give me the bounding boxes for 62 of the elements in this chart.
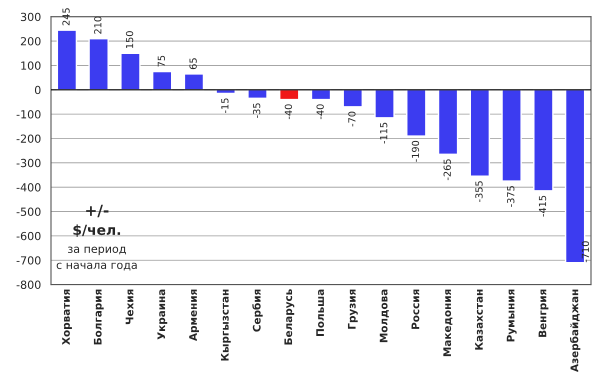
y-tick-label: -100 xyxy=(16,110,41,119)
data-label: -355 xyxy=(475,181,483,202)
data-label: 150 xyxy=(126,31,134,48)
x-tick-label: Грузия xyxy=(348,290,358,329)
y-tick-label: -500 xyxy=(16,208,41,216)
data-label: -375 xyxy=(507,186,514,207)
x-tick-label: Кыргызстан xyxy=(220,290,231,361)
annotation: $/чел. xyxy=(73,224,120,237)
annotation: за период xyxy=(68,246,126,256)
bar xyxy=(438,89,458,156)
data-label: -115 xyxy=(380,122,388,144)
annotation: с начала года xyxy=(56,262,137,270)
x-tick-label: Армения xyxy=(189,290,199,341)
bar xyxy=(406,89,427,137)
y-tick-label: -800 xyxy=(16,280,41,289)
bar xyxy=(88,38,109,90)
y-tick-label: -200 xyxy=(16,134,41,143)
x-tick-label: Сербия xyxy=(252,290,263,332)
data-label: 65 xyxy=(189,58,197,70)
y-tick-label: 300 xyxy=(20,12,41,22)
bar xyxy=(342,89,363,108)
bar xyxy=(152,70,172,90)
data-label: -70 xyxy=(348,112,356,126)
data-label: -40 xyxy=(284,104,292,120)
data-label: 210 xyxy=(94,16,102,34)
bar xyxy=(56,29,78,90)
bar xyxy=(120,52,141,90)
annotation: +/- xyxy=(86,204,108,218)
x-tick-label: Казахстан xyxy=(475,290,483,350)
y-tick-label: -400 xyxy=(16,183,41,192)
data-label: -40 xyxy=(316,104,324,120)
x-tick-label: Польша xyxy=(316,290,324,336)
y-tick-label: -700 xyxy=(16,256,41,265)
data-label: -190 xyxy=(412,140,420,162)
data-label: -15 xyxy=(221,98,229,114)
x-tick-label: Венгрия xyxy=(538,290,548,337)
data-label: -35 xyxy=(252,103,260,118)
bar xyxy=(533,89,554,192)
x-tick-label: Беларусь xyxy=(284,289,294,344)
x-tick-label: Россия xyxy=(412,290,420,329)
x-tick-label: Македония xyxy=(443,290,452,356)
y-tick-label: 100 xyxy=(21,61,41,70)
bar xyxy=(184,73,204,90)
data-label: 75 xyxy=(158,56,165,67)
x-tick-label: Хорватия xyxy=(62,290,72,345)
x-tick-label: Азербайджан xyxy=(570,290,580,372)
bar xyxy=(501,89,522,182)
y-tick-label: -300 xyxy=(16,158,41,168)
y-tick-label: 0 xyxy=(34,86,41,94)
x-tick-label: Молдова xyxy=(380,290,389,342)
data-label: -265 xyxy=(444,159,451,180)
data-label: 245 xyxy=(62,8,70,26)
data-label: -415 xyxy=(538,196,546,217)
x-tick-label: Румыния xyxy=(506,290,517,342)
y-tick-label: 200 xyxy=(20,37,41,46)
y-tick-label: -600 xyxy=(16,232,41,240)
x-tick-label: Украина xyxy=(157,290,168,340)
x-tick-label: Чехия xyxy=(126,290,134,324)
bar xyxy=(374,89,395,118)
x-tick-label: Болгария xyxy=(94,290,104,344)
bar xyxy=(470,89,490,177)
data-label: -710 xyxy=(582,241,590,262)
